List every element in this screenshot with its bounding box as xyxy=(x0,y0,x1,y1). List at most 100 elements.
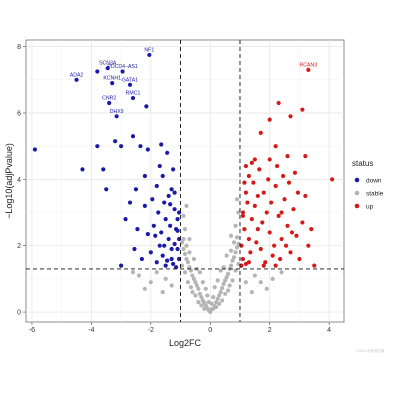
stable-point xyxy=(217,301,222,306)
down-point xyxy=(175,228,180,233)
stable-point xyxy=(169,283,174,288)
up-point xyxy=(242,180,247,185)
stable-point xyxy=(233,250,238,255)
up-point xyxy=(258,246,263,252)
stable-point xyxy=(227,283,232,288)
up-point xyxy=(295,190,301,195)
stable-point xyxy=(218,268,223,273)
stable-point xyxy=(217,293,222,298)
plot-panel xyxy=(25,39,345,323)
down-point xyxy=(175,217,180,222)
up-point xyxy=(240,256,246,262)
stable-point xyxy=(188,285,194,290)
stable-point xyxy=(249,290,254,295)
up-point xyxy=(309,227,314,232)
stable-point xyxy=(203,286,208,291)
stable-point xyxy=(187,250,192,255)
up-point xyxy=(261,190,266,195)
gene-label: PDCD4−AS1 xyxy=(107,64,138,70)
stable-point xyxy=(252,273,257,278)
stable-point xyxy=(187,265,192,270)
legend-key-up xyxy=(354,203,360,209)
down-point xyxy=(114,114,119,119)
down-point xyxy=(166,236,171,242)
stable-point xyxy=(190,273,195,278)
up-point xyxy=(294,233,299,238)
down-point xyxy=(169,256,174,262)
up-point xyxy=(286,180,292,185)
up-point xyxy=(258,130,263,135)
gene-label: GATA1 xyxy=(122,77,138,83)
down-point xyxy=(80,167,85,172)
stable-point xyxy=(193,293,198,298)
down-point xyxy=(172,207,177,212)
stable-point xyxy=(184,256,189,262)
stable-point xyxy=(199,303,204,308)
down-point xyxy=(144,104,149,109)
down-point xyxy=(166,193,171,199)
down-point xyxy=(160,173,165,179)
down-point xyxy=(162,243,167,248)
stable-point xyxy=(181,236,186,242)
stable-point xyxy=(182,251,188,257)
up-point xyxy=(297,256,302,262)
up-point xyxy=(260,220,265,225)
up-point xyxy=(292,170,298,175)
up-point xyxy=(276,100,281,106)
stable-point xyxy=(225,288,231,293)
threshold-lines xyxy=(26,40,344,322)
stable-point xyxy=(220,298,225,303)
data-points xyxy=(32,52,335,315)
x-tick-label: -4 xyxy=(88,327,94,334)
x-tick-label: 0 xyxy=(208,327,212,334)
legend-label-stable: stable xyxy=(366,190,384,197)
stable-point xyxy=(211,295,216,300)
stable-point xyxy=(224,275,229,280)
up-point xyxy=(272,243,277,248)
y-tick-label: 0 xyxy=(17,310,21,317)
stable-point xyxy=(221,265,226,270)
down-point xyxy=(175,246,180,252)
down-point xyxy=(95,144,100,149)
gene-label: RCAN3 xyxy=(300,62,318,68)
stable-point xyxy=(221,281,226,286)
gene-label: CNR2 xyxy=(102,96,116,102)
stable-point xyxy=(215,296,220,301)
down-point xyxy=(172,241,177,247)
up-point xyxy=(248,250,253,255)
up-point xyxy=(255,193,260,199)
down-point xyxy=(105,66,110,71)
stable-point xyxy=(231,240,237,245)
down-point xyxy=(107,100,112,106)
down-point xyxy=(32,147,38,152)
down-point xyxy=(159,230,164,235)
down-point xyxy=(157,243,162,248)
down-point xyxy=(165,258,170,263)
stable-point xyxy=(228,248,234,253)
stable-point xyxy=(233,268,238,273)
down-point xyxy=(127,82,133,87)
stable-point xyxy=(199,295,204,300)
stable-point xyxy=(218,290,223,295)
stable-point xyxy=(234,245,240,250)
stable-point xyxy=(181,213,186,218)
stable-point xyxy=(184,243,189,248)
down-point xyxy=(169,187,174,192)
up-point xyxy=(276,213,281,218)
down-point xyxy=(135,227,140,232)
up-point xyxy=(263,260,268,265)
down-point xyxy=(169,246,174,252)
up-point xyxy=(273,144,278,149)
up-point xyxy=(249,160,254,165)
stable-point xyxy=(193,280,198,285)
x-tick-label: 4 xyxy=(327,327,331,334)
up-point xyxy=(312,263,317,268)
down-point xyxy=(145,147,150,152)
down-point xyxy=(130,95,136,101)
up-point xyxy=(303,154,308,159)
axis-ticks: -6 -4 -2 0 2 4 0 2 4 6 8 xyxy=(17,44,331,334)
up-point xyxy=(300,220,305,225)
stable-point xyxy=(234,197,240,202)
up-point xyxy=(285,223,290,228)
down-point xyxy=(159,142,164,147)
